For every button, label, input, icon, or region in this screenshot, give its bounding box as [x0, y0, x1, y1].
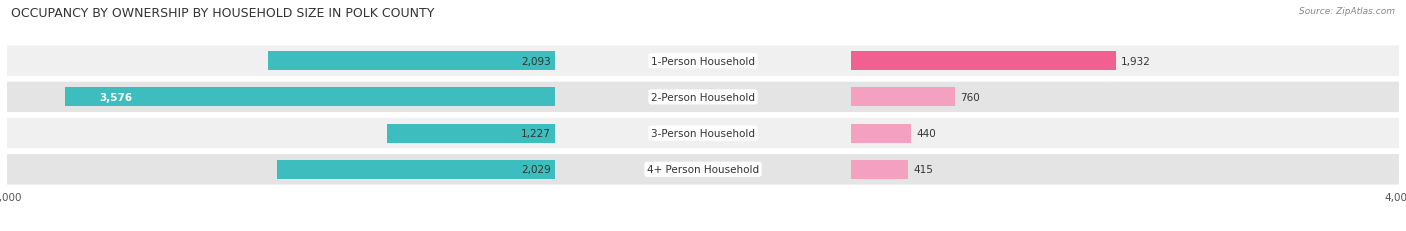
Text: 440: 440 [917, 128, 936, 139]
Bar [851, 52, 1115, 71]
FancyBboxPatch shape [7, 82, 1399, 113]
Text: 3-Person Household: 3-Person Household [651, 128, 755, 139]
FancyBboxPatch shape [7, 155, 1399, 185]
Text: 1-Person Household: 1-Person Household [651, 56, 755, 66]
Bar [65, 88, 555, 107]
FancyBboxPatch shape [7, 118, 1399, 149]
Text: OCCUPANCY BY OWNERSHIP BY HOUSEHOLD SIZE IN POLK COUNTY: OCCUPANCY BY OWNERSHIP BY HOUSEHOLD SIZE… [11, 7, 434, 20]
Bar [851, 160, 908, 179]
Text: 760: 760 [960, 92, 980, 103]
Bar [269, 52, 555, 71]
Text: 1,227: 1,227 [522, 128, 551, 139]
Text: 4+ Person Household: 4+ Person Household [647, 165, 759, 175]
Text: 1,932: 1,932 [1121, 56, 1152, 66]
Bar [851, 88, 955, 107]
FancyBboxPatch shape [7, 46, 1399, 76]
Text: Source: ZipAtlas.com: Source: ZipAtlas.com [1299, 7, 1395, 16]
Text: 415: 415 [914, 165, 934, 175]
Bar [277, 160, 555, 179]
Text: 3,576: 3,576 [100, 92, 132, 103]
Text: 2-Person Household: 2-Person Household [651, 92, 755, 103]
Text: 2,093: 2,093 [522, 56, 551, 66]
Text: 2,029: 2,029 [522, 165, 551, 175]
Bar [387, 124, 555, 143]
Bar [851, 124, 911, 143]
